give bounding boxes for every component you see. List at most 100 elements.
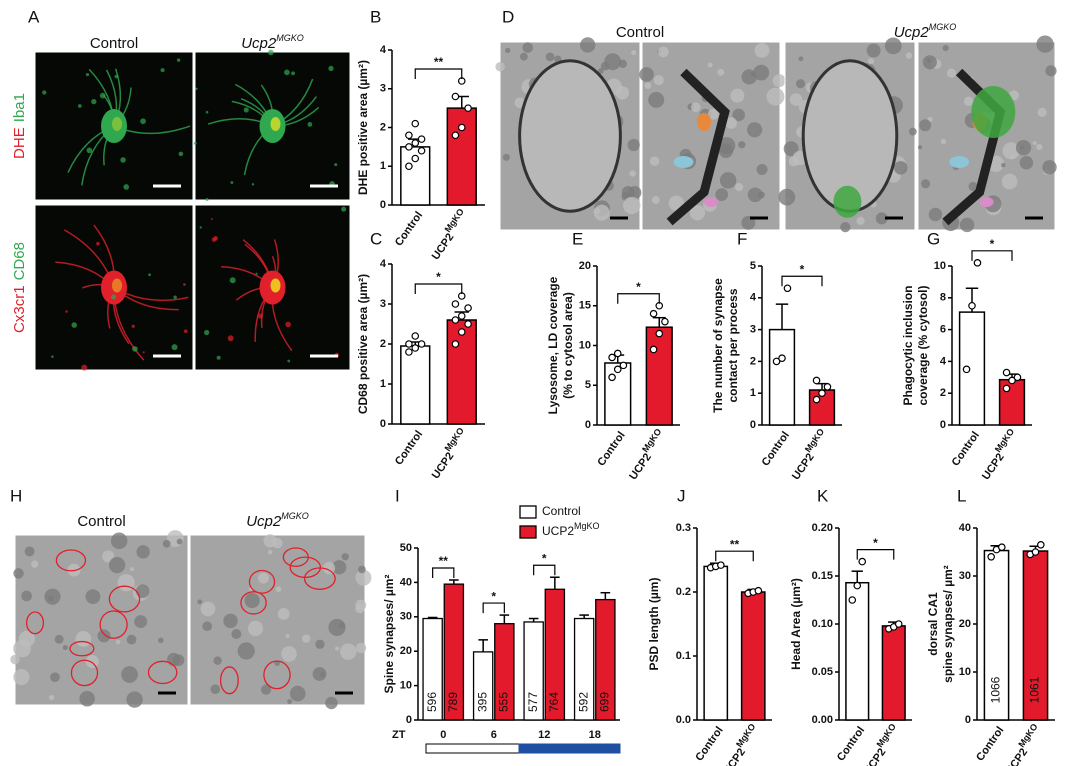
organelle [13, 568, 24, 579]
x-tick-label-text: Control [393, 210, 425, 249]
data-point [655, 329, 664, 338]
bar [645, 326, 673, 426]
data-point [417, 146, 426, 155]
y-tick-label: 20 [579, 260, 591, 272]
data-point [613, 365, 622, 374]
organelle [136, 545, 150, 559]
y-tick-label: 20 [400, 645, 412, 657]
organelle [639, 67, 654, 82]
speck [65, 310, 68, 313]
y-tick-label: 0.05 [812, 666, 833, 678]
data-point [1031, 548, 1040, 556]
organelle [753, 64, 770, 81]
synapse-outline [55, 549, 87, 572]
count-label: 1066 [989, 676, 1003, 703]
x-tick-label: Control [835, 725, 867, 764]
organelle [24, 546, 35, 557]
count-label: 577 [526, 692, 540, 712]
organelle [21, 590, 32, 602]
y-tick-label: 2 [380, 121, 386, 133]
data-point [608, 373, 616, 382]
organelle [959, 217, 975, 233]
data-point [987, 552, 995, 561]
organelle [783, 141, 799, 157]
x-tick-label-text: Control [693, 725, 725, 764]
organelle [31, 560, 39, 568]
count-label: 1061 [1028, 676, 1042, 703]
x-tick-label: UCP2MgKO [624, 427, 670, 482]
count-label: 789 [446, 692, 460, 712]
organelle [658, 46, 669, 58]
organelle [50, 672, 60, 683]
organelle [260, 684, 272, 695]
column-header: Ucp2MGKO [241, 33, 304, 52]
organelle [788, 156, 799, 167]
data-point [411, 332, 420, 340]
significance: * [636, 280, 641, 294]
panel-label: J [677, 486, 686, 505]
organelle [627, 138, 640, 152]
speck [171, 344, 178, 351]
y-tick-label: 4 [750, 292, 757, 304]
organelle [928, 207, 943, 222]
organelle [129, 567, 135, 572]
x-tick-label: Control [760, 430, 792, 469]
synapse-outline [263, 660, 291, 690]
organelle [277, 607, 290, 620]
organelle [126, 634, 137, 645]
count-label: 596 [425, 692, 439, 712]
synapse-outline [25, 611, 45, 635]
bar [740, 591, 766, 721]
x-tick-label-text: UCP2 [721, 746, 748, 766]
y-tick-label: 10 [934, 260, 946, 272]
speck [291, 71, 295, 76]
organelle [1032, 141, 1037, 146]
speck [257, 313, 264, 319]
data-point [451, 131, 460, 140]
speck [114, 74, 119, 79]
organelle [355, 604, 365, 614]
organelle [85, 654, 99, 669]
panel-label: F [737, 229, 747, 248]
organelle [502, 153, 510, 161]
data-point [998, 543, 1006, 552]
data-point [1002, 384, 1011, 393]
speck [251, 183, 255, 186]
row-label-part: Iba1 [11, 93, 28, 122]
speck [132, 346, 138, 352]
significance-bracket [414, 68, 463, 79]
x-tick-label-sup: MgKO [993, 427, 1016, 454]
y-axis-label: coverage (% cytosol) [916, 285, 930, 405]
data-point [778, 354, 786, 363]
data-point [973, 259, 982, 267]
organelle [338, 622, 346, 629]
organelle [18, 630, 36, 647]
significance-bracket [432, 567, 455, 578]
y-tick-label: 10 [400, 680, 412, 692]
x-tick-label: UCP2MgKO [976, 427, 1022, 482]
inclusion [673, 156, 694, 168]
synapse-outline [289, 556, 322, 579]
data-point [457, 123, 466, 132]
organelle [75, 631, 92, 647]
speck [160, 68, 165, 73]
organelle [340, 643, 357, 660]
data-point [411, 119, 420, 128]
data-point [772, 357, 781, 366]
organelle [135, 584, 150, 598]
organelle [796, 79, 806, 89]
speck [114, 112, 117, 116]
organelle [244, 592, 260, 609]
speck [86, 147, 93, 154]
speck [91, 98, 97, 105]
panel-label: K [817, 486, 829, 505]
speck [183, 329, 188, 334]
organelle [272, 537, 283, 549]
y-tick-label: 1 [380, 160, 386, 172]
speck [131, 324, 135, 328]
light-period [425, 743, 520, 754]
organelle [778, 188, 796, 206]
row-label: DHE Iba1 [11, 93, 28, 159]
organelle [62, 644, 68, 651]
y-tick-label: 0.3 [676, 522, 691, 534]
